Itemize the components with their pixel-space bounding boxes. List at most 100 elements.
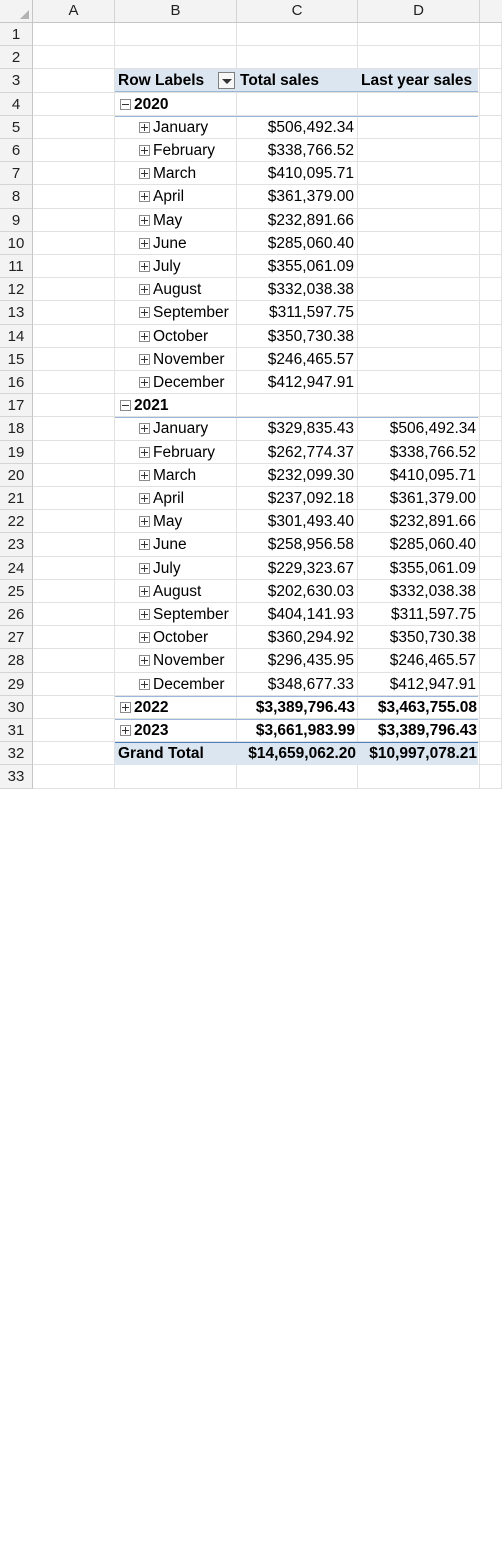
grid-cell[interactable] [358,231,480,255]
grid-cell[interactable] [237,23,358,47]
grid-cell[interactable] [33,626,115,650]
expand-month-icon[interactable] [139,655,150,667]
grid-cell[interactable] [358,23,480,47]
row-header[interactable]: 24 [0,556,33,580]
grid-cell[interactable] [115,765,237,789]
row-header[interactable]: 12 [0,278,33,302]
row-header[interactable]: 5 [0,115,33,139]
grid-cell[interactable] [480,510,502,534]
grid-cell[interactable] [33,533,115,557]
grid-cell[interactable] [237,394,358,418]
grid-cell[interactable] [33,463,115,487]
row-header[interactable]: 28 [0,649,33,673]
grid-cell[interactable] [480,324,502,348]
column-header-c[interactable]: C [237,0,358,22]
grid-cell[interactable] [115,255,237,279]
grid-cell[interactable] [237,603,358,627]
grid-cell[interactable] [480,92,502,116]
row-header[interactable]: 14 [0,324,33,348]
expand-month-icon[interactable] [139,678,150,690]
grid-cell[interactable] [33,765,115,789]
grid-cell[interactable] [115,371,237,395]
grid-cell[interactable] [33,556,115,580]
grid-cell[interactable] [480,533,502,557]
expand-month-icon[interactable] [139,446,150,458]
grid-cell[interactable] [480,23,502,47]
grid-cell[interactable] [358,255,480,279]
expand-month-icon[interactable] [139,353,150,365]
grid-cell[interactable] [480,672,502,696]
expand-month-icon[interactable] [139,284,150,296]
row-header[interactable]: 11 [0,255,33,279]
expand-month-icon[interactable] [139,191,150,203]
grid-cell[interactable] [480,394,502,418]
expand-month-icon[interactable] [139,516,150,528]
grid-cell[interactable] [480,69,502,93]
grid-cell[interactable] [480,185,502,209]
grid-cell[interactable] [358,324,480,348]
grid-cell[interactable] [237,695,358,719]
grid-cell[interactable] [33,208,115,232]
grid-cell[interactable] [358,208,480,232]
grid-cell[interactable] [237,626,358,650]
row-header[interactable]: 13 [0,301,33,325]
grid-cell[interactable] [115,208,237,232]
grid-cell[interactable] [358,719,480,743]
column-header-b[interactable]: B [115,0,237,22]
grid-cell[interactable] [358,278,480,302]
expand-month-icon[interactable] [139,539,150,551]
grid-cell[interactable] [33,231,115,255]
grid-cell[interactable] [33,301,115,325]
row-header[interactable]: 17 [0,394,33,418]
grid-cell[interactable] [237,649,358,673]
row-labels-filter-button[interactable] [218,72,235,90]
expand-2022-icon[interactable] [120,701,131,713]
grid-cell[interactable] [237,255,358,279]
grid-cell[interactable] [358,556,480,580]
grid-cell[interactable] [33,742,115,766]
grid-cell[interactable] [237,231,358,255]
grid-cell[interactable] [237,278,358,302]
grid-cell[interactable] [358,440,480,464]
grid-cell[interactable] [115,278,237,302]
column-header-a[interactable]: A [33,0,115,22]
grid-cell[interactable] [480,487,502,511]
grid-cell[interactable] [237,371,358,395]
row-header[interactable]: 2 [0,46,33,70]
grid-cell[interactable] [237,487,358,511]
expand-month-icon[interactable] [139,423,150,435]
grid-cell[interactable] [358,417,480,441]
grid-cell[interactable] [480,440,502,464]
grid-cell[interactable] [33,162,115,186]
grid-cell[interactable] [237,579,358,603]
grid-cell[interactable] [237,556,358,580]
grid-cell[interactable] [115,115,237,139]
expand-month-icon[interactable] [139,493,150,504]
grid-cell[interactable] [115,695,237,719]
collapse-2020-icon[interactable] [120,98,131,110]
grid-cell[interactable] [33,695,115,719]
row-header[interactable]: 23 [0,533,33,557]
grid-cell[interactable] [33,255,115,279]
grid-cell[interactable] [115,417,237,441]
grid-cell[interactable] [115,162,237,186]
row-header[interactable]: 32 [0,742,33,766]
grid-cell[interactable] [33,510,115,534]
grid-cell[interactable] [115,579,237,603]
grid-cell[interactable] [480,347,502,371]
grid-cell[interactable] [115,672,237,696]
grid-cell[interactable] [237,463,358,487]
row-header[interactable]: 33 [0,765,33,789]
grid-cell[interactable] [358,92,480,116]
row-header[interactable]: 30 [0,695,33,719]
grid-cell[interactable] [480,278,502,302]
grid-cell[interactable] [237,162,358,186]
row-header[interactable]: 4 [0,92,33,116]
row-header[interactable]: 3 [0,69,33,93]
expand-month-icon[interactable] [139,330,150,342]
grid-cell[interactable] [115,603,237,627]
grid-cell[interactable] [358,371,480,395]
expand-month-icon[interactable] [139,609,150,620]
grid-cell[interactable] [358,185,480,209]
grid-cell[interactable] [33,719,115,743]
